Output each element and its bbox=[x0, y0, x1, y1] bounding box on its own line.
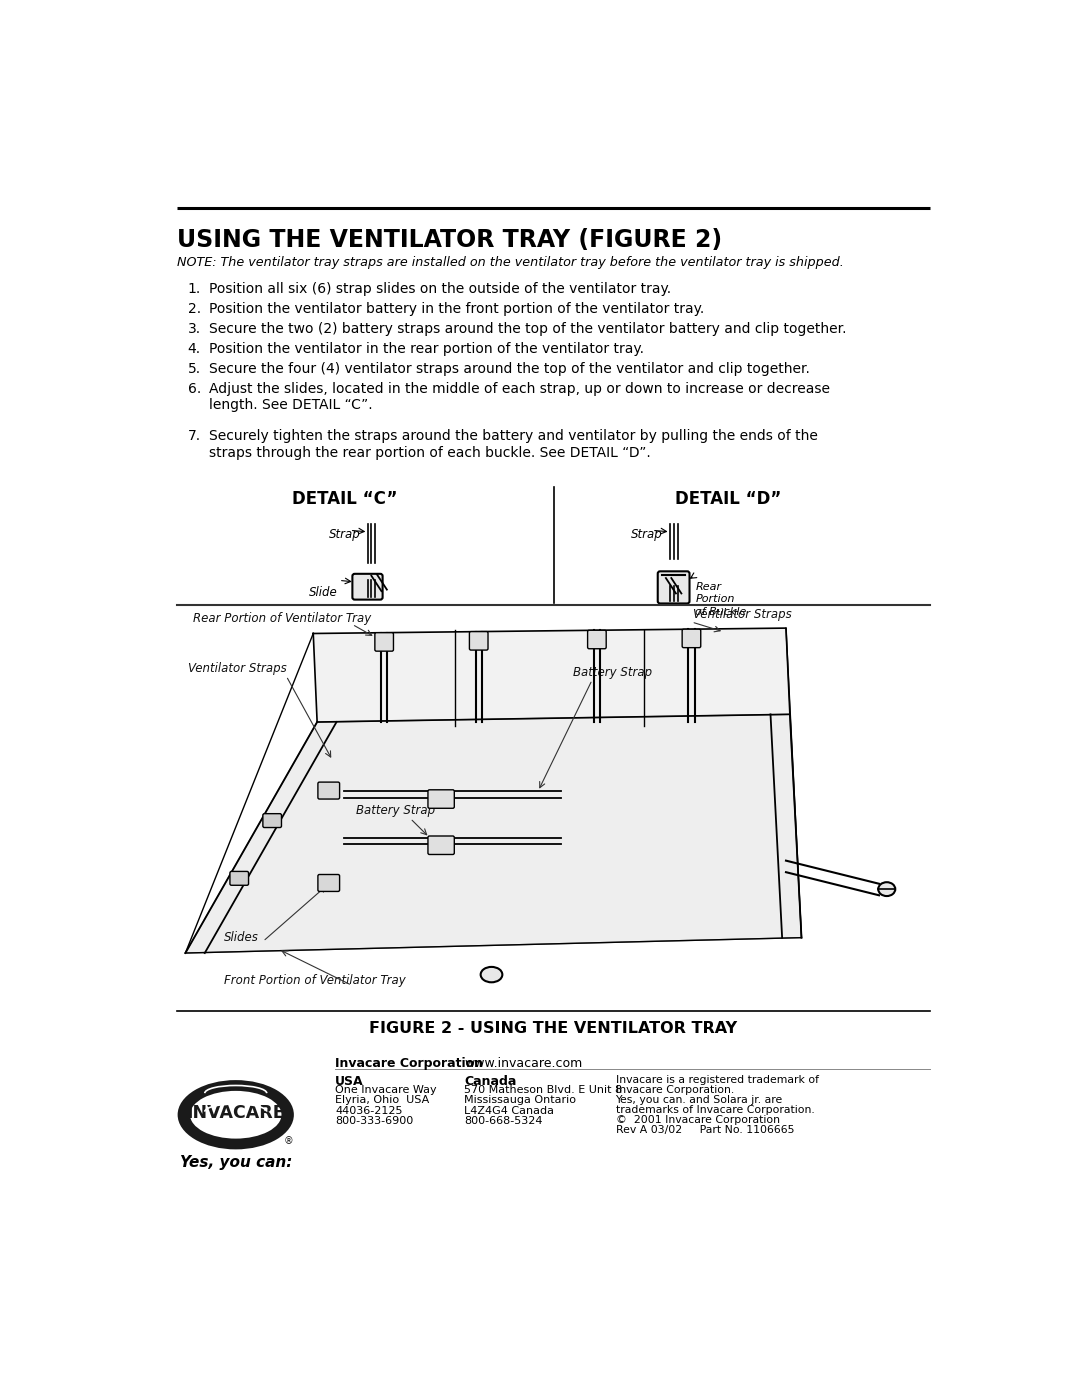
Text: Battery Strap: Battery Strap bbox=[572, 666, 652, 679]
Text: Invacare Corporation: Invacare Corporation bbox=[335, 1058, 483, 1070]
Text: 4.: 4. bbox=[188, 342, 201, 356]
FancyBboxPatch shape bbox=[352, 574, 382, 599]
Text: Mississauga Ontario: Mississauga Ontario bbox=[464, 1095, 577, 1105]
FancyBboxPatch shape bbox=[318, 782, 339, 799]
Text: Front Portion of Ventilator Tray: Front Portion of Ventilator Tray bbox=[225, 974, 406, 986]
Text: 570 Matheson Blvd. E Unit 8: 570 Matheson Blvd. E Unit 8 bbox=[464, 1085, 622, 1095]
Text: Slides: Slides bbox=[225, 932, 259, 944]
Text: DETAIL “C”: DETAIL “C” bbox=[292, 489, 397, 507]
Text: Rear
Portion
of Buckle: Rear Portion of Buckle bbox=[696, 583, 746, 616]
Ellipse shape bbox=[878, 882, 895, 895]
Text: L4Z4G4 Canada: L4Z4G4 Canada bbox=[464, 1105, 554, 1115]
Ellipse shape bbox=[177, 1080, 294, 1150]
Text: 3.: 3. bbox=[188, 321, 201, 335]
Text: trademarks of Invacare Corporation.: trademarks of Invacare Corporation. bbox=[616, 1105, 814, 1115]
FancyBboxPatch shape bbox=[470, 631, 488, 650]
FancyBboxPatch shape bbox=[588, 630, 606, 648]
FancyBboxPatch shape bbox=[428, 789, 455, 809]
Text: Slide: Slide bbox=[309, 585, 338, 599]
Text: 800-333-6900: 800-333-6900 bbox=[335, 1116, 414, 1126]
Text: Strap: Strap bbox=[328, 528, 361, 541]
Text: Rev A 03/02     Part No. 1106665: Rev A 03/02 Part No. 1106665 bbox=[616, 1125, 794, 1134]
Text: INVACARE: INVACARE bbox=[187, 1104, 285, 1122]
Text: Canada: Canada bbox=[464, 1074, 516, 1088]
Text: 800-668-5324: 800-668-5324 bbox=[464, 1116, 543, 1126]
FancyBboxPatch shape bbox=[658, 571, 689, 604]
Text: Yes, you can:: Yes, you can: bbox=[179, 1155, 292, 1169]
Text: Yes, you can. and Solara jr. are: Yes, you can. and Solara jr. are bbox=[616, 1095, 783, 1105]
Text: Adjust the slides, located in the middle of each strap, up or down to increase o: Adjust the slides, located in the middle… bbox=[208, 381, 829, 412]
Text: Secure the two (2) battery straps around the top of the ventilator battery and c: Secure the two (2) battery straps around… bbox=[208, 321, 846, 335]
FancyBboxPatch shape bbox=[262, 813, 282, 827]
Text: One Invacare Way: One Invacare Way bbox=[335, 1085, 436, 1095]
Text: USING THE VENTILATOR TRAY (FIGURE 2): USING THE VENTILATOR TRAY (FIGURE 2) bbox=[177, 228, 721, 251]
Text: NOTE: The ventilator tray straps are installed on the ventilator tray before the: NOTE: The ventilator tray straps are ins… bbox=[177, 256, 843, 270]
Text: Invacare Corporation.: Invacare Corporation. bbox=[616, 1084, 733, 1095]
Text: Battery Strap: Battery Strap bbox=[356, 805, 435, 817]
Text: www.invacare.com: www.invacare.com bbox=[464, 1058, 582, 1070]
Text: 7.: 7. bbox=[188, 429, 201, 443]
Text: Securely tighten the straps around the battery and ventilator by pulling the end: Securely tighten the straps around the b… bbox=[208, 429, 818, 460]
Polygon shape bbox=[186, 714, 801, 953]
Text: Secure the four (4) ventilator straps around the top of the ventilator and clip : Secure the four (4) ventilator straps ar… bbox=[208, 362, 810, 376]
FancyBboxPatch shape bbox=[318, 875, 339, 891]
Text: 2.: 2. bbox=[188, 302, 201, 316]
Text: 6.: 6. bbox=[188, 381, 201, 395]
Text: Position all six (6) strap slides on the outside of the ventilator tray.: Position all six (6) strap slides on the… bbox=[208, 282, 671, 296]
Text: Elyria, Ohio  USA: Elyria, Ohio USA bbox=[335, 1095, 429, 1105]
FancyBboxPatch shape bbox=[375, 633, 393, 651]
Text: ®: ® bbox=[284, 1136, 294, 1147]
FancyBboxPatch shape bbox=[230, 872, 248, 886]
Text: Ventilator Straps: Ventilator Straps bbox=[693, 608, 792, 622]
Text: Ventilator Straps: Ventilator Straps bbox=[188, 662, 286, 675]
Ellipse shape bbox=[190, 1091, 282, 1139]
Text: Position the ventilator in the rear portion of the ventilator tray.: Position the ventilator in the rear port… bbox=[208, 342, 644, 356]
Text: Rear Portion of Ventilator Tray: Rear Portion of Ventilator Tray bbox=[193, 612, 372, 624]
Text: Invacare is a registered trademark of: Invacare is a registered trademark of bbox=[616, 1074, 819, 1084]
Text: ©  2001 Invacare Corporation: © 2001 Invacare Corporation bbox=[616, 1115, 780, 1125]
FancyBboxPatch shape bbox=[428, 835, 455, 855]
Text: 5.: 5. bbox=[188, 362, 201, 376]
Text: 1.: 1. bbox=[188, 282, 201, 296]
Text: DETAIL “D”: DETAIL “D” bbox=[675, 489, 781, 507]
Text: USA: USA bbox=[335, 1074, 364, 1088]
Text: Strap: Strap bbox=[631, 528, 663, 541]
FancyBboxPatch shape bbox=[683, 629, 701, 648]
Text: FIGURE 2 - USING THE VENTILATOR TRAY: FIGURE 2 - USING THE VENTILATOR TRAY bbox=[369, 1021, 738, 1035]
Polygon shape bbox=[313, 629, 789, 722]
Text: 44036-2125: 44036-2125 bbox=[335, 1105, 403, 1115]
Text: Position the ventilator battery in the front portion of the ventilator tray.: Position the ventilator battery in the f… bbox=[208, 302, 704, 316]
Ellipse shape bbox=[481, 967, 502, 982]
